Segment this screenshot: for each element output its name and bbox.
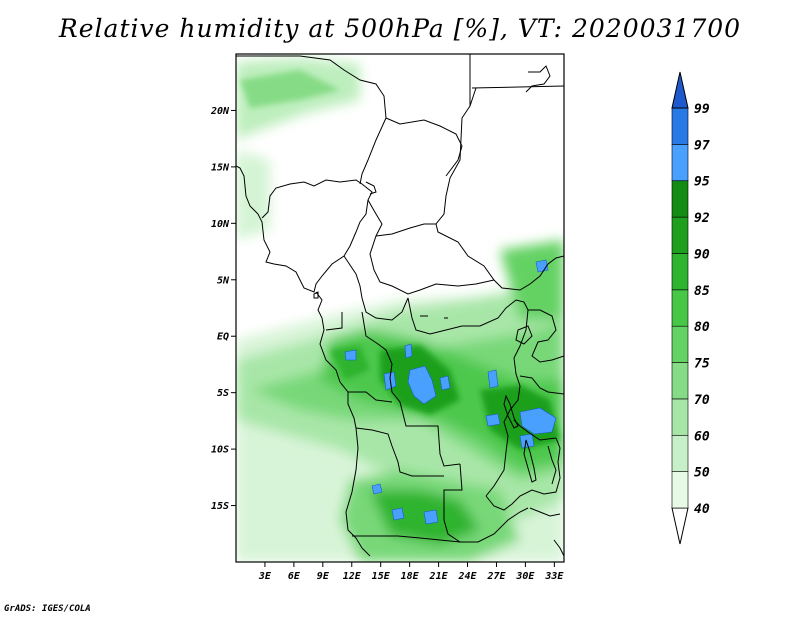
longitude-axis: 3E 6E 9E 12E 15E 18E 21E 24E 27E 30E 33E <box>258 562 564 582</box>
colorbar-label: 40 <box>694 502 710 517</box>
colorbar-label: 90 <box>694 247 710 262</box>
colorbar-label: 80 <box>694 320 710 335</box>
lat-tick-label: 15N <box>211 162 230 173</box>
lat-tick-label: 10S <box>211 445 229 456</box>
latitude-axis: 20N 15N 10N 5N EQ 5S 10S 15S <box>210 106 236 512</box>
colorbar-label: 99 <box>694 102 710 117</box>
lat-tick-label: 20N <box>210 106 230 117</box>
colorbar-bin <box>671 471 689 509</box>
country-borders <box>236 54 564 557</box>
colorbar-bin <box>671 253 689 291</box>
lon-tick-label: 9E <box>317 571 330 582</box>
lon-tick-label: 12E <box>343 571 362 582</box>
grads-credit: GrADS: IGES/COLA <box>4 604 91 614</box>
lon-tick-label: 24E <box>457 571 477 582</box>
colorbar-bin <box>671 144 689 182</box>
colorbar-label: 75 <box>694 357 710 372</box>
lat-tick-label: 15S <box>211 501 229 512</box>
lon-tick-label: 3E <box>258 571 272 582</box>
colorbar: 40 50 60 70 75 80 85 90 92 95 97 99 <box>671 71 710 545</box>
lat-tick-label: 5N <box>217 275 230 286</box>
colorbar-label: 50 <box>694 466 710 481</box>
colorbar-bin <box>671 362 689 400</box>
lon-tick-label: 33E <box>544 571 564 582</box>
colorbar-bin <box>671 434 689 472</box>
colorbar-bin <box>671 71 689 109</box>
colorbar-label: 60 <box>694 429 710 444</box>
colorbar-label: 92 <box>694 211 710 226</box>
lat-tick-label: 10N <box>211 219 230 230</box>
lat-tick-label: 5S <box>217 388 229 399</box>
lon-tick-label: 6E <box>288 571 301 582</box>
colorbar-bin <box>671 289 689 327</box>
map-title: Relative humidity at 500hPa [%], VT: 202… <box>58 14 742 43</box>
colorbar-label: 95 <box>694 175 710 190</box>
colorbar-bin <box>671 398 689 436</box>
colorbar-bin <box>671 180 689 218</box>
map-frame <box>235 53 565 563</box>
lon-tick-label: 15E <box>372 571 391 582</box>
colorbar-bin <box>671 507 689 545</box>
colorbar-label: 70 <box>694 393 710 408</box>
lon-tick-label: 27E <box>486 571 506 582</box>
lon-tick-label: 21E <box>429 571 449 582</box>
colorbar-bin <box>671 107 689 145</box>
lat-tick-label: EQ <box>217 332 229 343</box>
humidity-field <box>236 54 564 562</box>
colorbar-bin <box>671 325 689 363</box>
colorbar-label: 97 <box>694 138 710 153</box>
colorbar-bin <box>671 216 689 254</box>
lon-tick-label: 30E <box>515 571 535 582</box>
colorbar-label: 85 <box>694 284 710 299</box>
lakes <box>313 291 537 483</box>
lon-tick-label: 18E <box>401 571 420 582</box>
